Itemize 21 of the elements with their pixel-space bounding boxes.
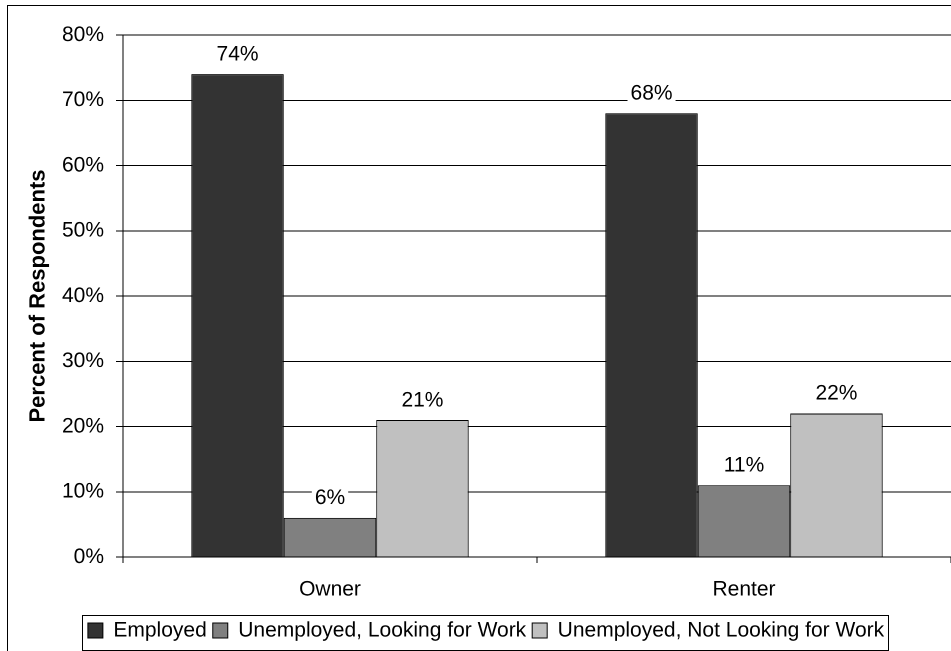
y-axis-title: Percent of Respondents (24, 169, 50, 423)
x-tick-label: Owner (299, 577, 361, 600)
x-tick-label: Renter (712, 577, 776, 600)
y-tick-label: 70% (62, 88, 104, 112)
y-tick-label: 10% (62, 480, 104, 503)
y-tick-label: 80% (62, 22, 104, 46)
y-tick-label: 40% (62, 284, 104, 307)
legend-label: Unemployed, Not Looking for Work (558, 618, 885, 642)
data-label: 74% (216, 42, 259, 66)
y-tick-label: 60% (62, 153, 104, 176)
y-tick-label: 20% (62, 414, 104, 438)
legend-label: Employed (113, 618, 207, 642)
y-tick-label: 50% (62, 218, 104, 242)
data-label: 22% (815, 382, 858, 405)
y-tick-label: 30% (62, 349, 104, 372)
data-label: 68% (630, 82, 673, 105)
data-label: 6% (314, 486, 346, 510)
legend-label: Unemployed, Looking for Work (238, 618, 527, 642)
y-tick-label: 0% (74, 544, 104, 568)
data-label: 11% (724, 454, 764, 477)
data-label: 21% (401, 388, 444, 412)
